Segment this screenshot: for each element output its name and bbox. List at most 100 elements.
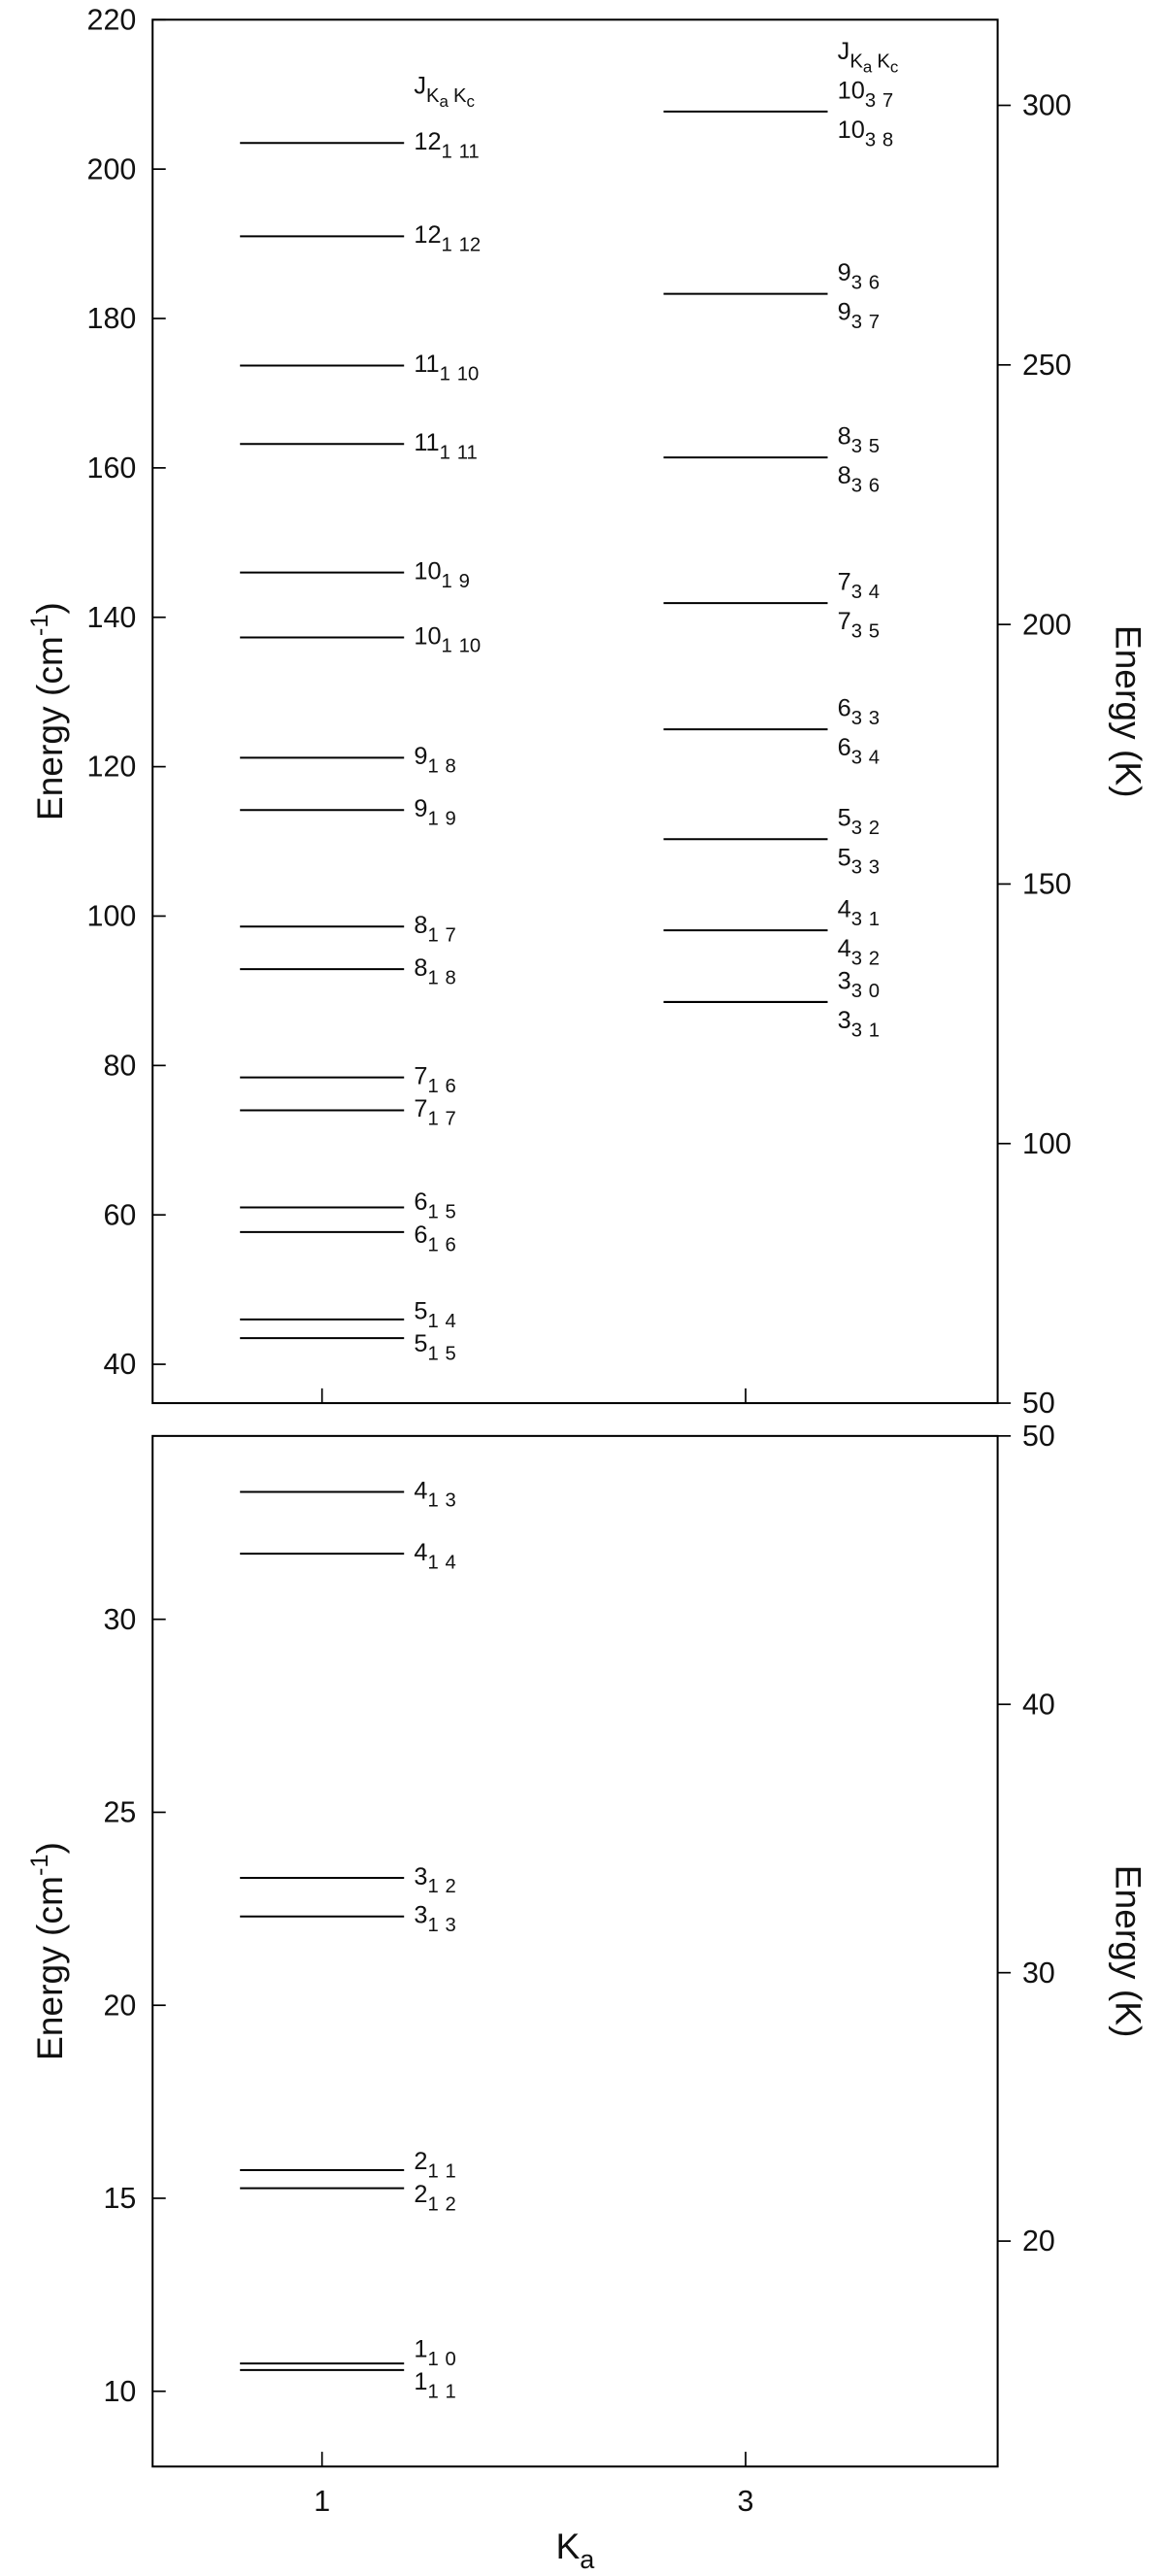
text-part: 5 [414, 1297, 427, 1324]
text-part: 8 [838, 423, 851, 451]
level-label: 101 10 [414, 622, 481, 656]
level-label: 41 4 [414, 1539, 455, 1573]
text-part: a [440, 92, 449, 111]
text-part: 3 [851, 312, 862, 333]
y-tick-label: 20 [103, 1989, 136, 2022]
x-axis-title: Ka [555, 2526, 595, 2574]
text-part: 7 [882, 90, 893, 112]
y-tick-label: 25 [103, 1796, 136, 1829]
text-part: 4 [414, 1477, 427, 1504]
level-label: 91 9 [414, 795, 455, 829]
text-part: 7 [414, 1062, 427, 1089]
text-part: 10 [414, 557, 441, 585]
text-part: 0 [869, 981, 880, 1002]
text-part: 5 [446, 1344, 456, 1365]
text-part: 3 [865, 129, 876, 151]
text-part: 3 [446, 1490, 456, 1512]
text-part: 3 [851, 748, 862, 769]
text-part: Energy (cm [29, 1876, 70, 2060]
text-part: 1 [446, 2161, 456, 2183]
y2-tick-label: 100 [1022, 1127, 1072, 1160]
text-part: 7 [446, 1109, 456, 1130]
text-part: 6 [414, 1221, 427, 1249]
text-part: 1 [427, 1234, 438, 1255]
level-label: 31 2 [414, 1863, 455, 1897]
y-axis-title: Energy (cm-1) [26, 1842, 70, 2060]
text-part: 1 [427, 2193, 438, 2215]
text-part: 2 [869, 818, 880, 839]
text-part: 2 [869, 948, 880, 969]
y2-tick-label: 50 [1022, 1420, 1055, 1453]
level-label: 51 5 [414, 1330, 455, 1364]
level-label: 73 5 [838, 608, 880, 642]
text-part: 4 [869, 582, 880, 603]
y-tick-label: 60 [103, 1198, 136, 1231]
level-label: 33 1 [838, 1007, 880, 1041]
text-part: 10 [838, 77, 865, 104]
text-part: 1 [427, 1490, 438, 1512]
level-label: 63 4 [838, 734, 880, 768]
text-part: 1 [427, 2349, 438, 2370]
text-part: 10 [414, 622, 441, 650]
level-header: JKa Kc [414, 72, 475, 111]
text-part: K [877, 50, 890, 72]
text-part: 3 [851, 436, 862, 457]
level-label: 83 5 [838, 423, 880, 457]
text-part: 3 [851, 818, 862, 839]
text-part: 3 [851, 708, 862, 729]
text-part: 7 [869, 312, 880, 333]
text-part: 6 [869, 273, 880, 294]
text-part: 6 [446, 1234, 456, 1255]
plot-frame [151, 18, 999, 1405]
text-part: 8 [414, 954, 427, 982]
text-part: 1 [414, 2368, 427, 2395]
level-label: 93 7 [838, 299, 880, 333]
text-part: 10 [457, 364, 480, 385]
y-tick-label: 40 [103, 1348, 136, 1381]
level-label: 71 7 [414, 1095, 455, 1129]
y-tick-label: 15 [103, 2182, 136, 2215]
text-part: 11 [457, 442, 478, 463]
level-label: 53 3 [838, 844, 880, 878]
text-part: 4 [838, 896, 851, 923]
level-label: 63 3 [838, 695, 880, 729]
level-label: 111 11 [414, 429, 477, 463]
level-label: 91 8 [414, 743, 455, 777]
text-part: 3 [851, 621, 862, 643]
level-label: 53 2 [838, 805, 880, 839]
text-part: 3 [851, 476, 862, 497]
text-part: 1 [427, 2382, 438, 2403]
level-label: 121 12 [414, 221, 481, 255]
text-part: 4 [414, 1539, 427, 1566]
text-part: 12 [459, 235, 482, 256]
y2-tick-label: 30 [1022, 1957, 1055, 1990]
text-part: 4 [838, 935, 851, 962]
text-part: 2 [446, 1876, 456, 1897]
level-label: 103 8 [838, 117, 894, 151]
text-part: 1 [869, 909, 880, 930]
text-part: 3 [851, 981, 862, 1002]
text-part: 3 [838, 968, 851, 995]
text-part: 1 [427, 1915, 438, 1936]
panel: 4060801001201401601802002205010015020025… [26, 3, 1148, 1420]
plot-frame [151, 1434, 999, 2468]
text-part: 7 [446, 924, 456, 946]
text-part: Energy (cm [29, 636, 70, 820]
level-label: 81 7 [414, 912, 455, 946]
y-tick-label: 10 [103, 2375, 136, 2408]
text-part: 6 [414, 1188, 427, 1216]
level-label: 41 3 [414, 1477, 455, 1511]
text-part: 11 [414, 429, 439, 456]
y2-axis-title: Energy (K) [1108, 625, 1148, 798]
text-part: 1 [427, 924, 438, 946]
y-tick-label: 100 [87, 900, 137, 933]
text-part: 3 [446, 1915, 456, 1936]
text-part: 1 [427, 1876, 438, 1897]
text-part: 11 [414, 351, 439, 378]
text-part: 9 [838, 259, 851, 286]
level-label: 33 0 [838, 968, 880, 1002]
level-label: 31 3 [414, 1902, 455, 1936]
text-part: 5 [869, 621, 880, 643]
